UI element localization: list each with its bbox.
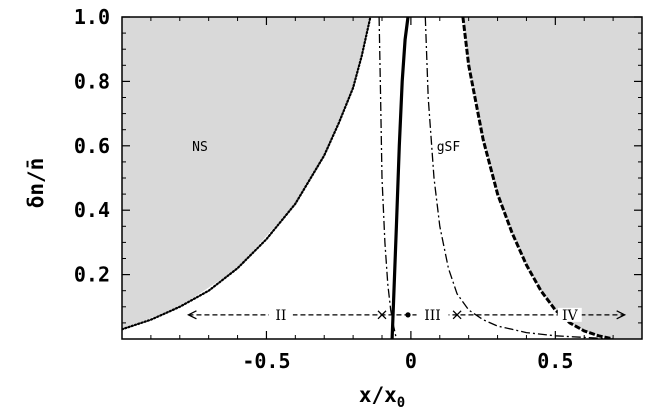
annotations: NS gSF xyxy=(192,140,460,155)
annotation-gsf: gSF xyxy=(437,140,461,155)
cross-mark-2 xyxy=(452,310,462,320)
series-line-4 xyxy=(424,17,614,339)
shaded-regions xyxy=(122,17,642,339)
shaded-region-1 xyxy=(122,17,395,330)
shaded-region-2 xyxy=(462,17,642,339)
x-tick-label: 0.5 xyxy=(537,349,573,373)
y-tick-label: 0.8 xyxy=(74,69,110,93)
arrow-head-right xyxy=(616,310,627,320)
y-tick-label: 0.4 xyxy=(74,198,110,222)
curve-series xyxy=(122,17,614,339)
region-label-bg-1 xyxy=(268,307,293,322)
y-axis-label: δn/n̄ xyxy=(24,158,48,209)
series-line-2 xyxy=(390,17,410,339)
x-tick-label: 0 xyxy=(405,349,417,373)
series-line-5 xyxy=(461,17,614,339)
annotation-ns: NS xyxy=(192,140,208,155)
region-label-bg-2 xyxy=(416,307,449,322)
x-axis-label: x/x0 xyxy=(359,383,405,411)
series-line-1 xyxy=(122,17,372,331)
region-label-II: II xyxy=(275,308,286,324)
x-tick-label: -0.5 xyxy=(242,349,290,373)
axis-ticks: -0.5 0 0.5 0.2 0.4 0.6 0.8 1.0 xyxy=(74,5,642,373)
cross-mark-1 xyxy=(377,310,387,320)
y-tick-label: 0.6 xyxy=(74,134,110,158)
region-label-III: III xyxy=(424,308,441,324)
region-label-bg-3 xyxy=(557,307,582,322)
dot-mark xyxy=(405,312,411,318)
y-tick-label: 0.2 xyxy=(74,263,110,287)
region-label-IV: IV xyxy=(562,308,579,324)
region-arrow-line: II III IV xyxy=(186,307,627,324)
series-line-3 xyxy=(378,17,398,339)
arrow-head-left xyxy=(186,310,197,320)
y-tick-label: 1.0 xyxy=(74,5,110,29)
